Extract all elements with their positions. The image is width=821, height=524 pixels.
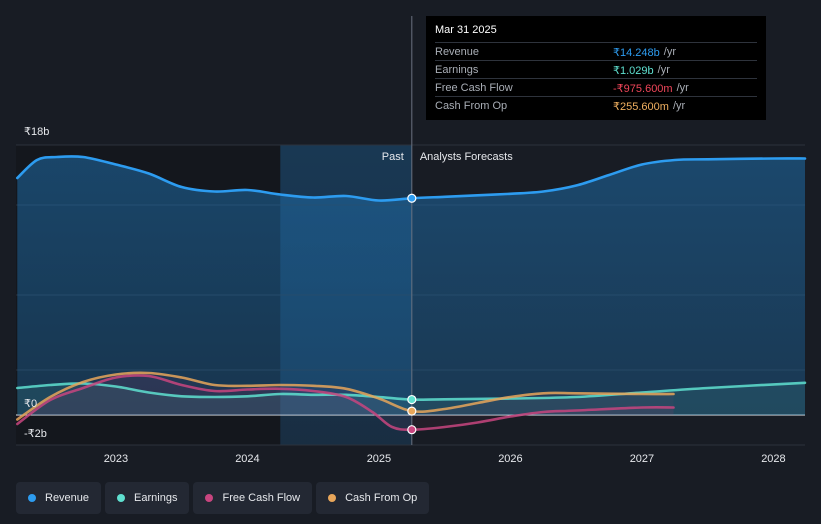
x-tick-label: 2024 xyxy=(235,453,259,465)
legend-label: Cash From Op xyxy=(345,492,418,504)
past-label: Past xyxy=(382,151,404,163)
tooltip-value: ₹14.248b xyxy=(613,46,660,59)
x-tick-label: 2023 xyxy=(104,453,128,465)
tooltip-label: Earnings xyxy=(435,64,479,76)
legend-item-cash-from-op[interactable]: Cash From Op xyxy=(316,482,430,514)
series-lines xyxy=(16,155,807,432)
tooltip-unit: /yr xyxy=(676,82,689,94)
y-tick-label: -₹2b xyxy=(24,428,47,440)
cash-from-op-line xyxy=(16,371,675,421)
tooltip-value: ₹1.029b xyxy=(613,64,654,77)
legend-label: Revenue xyxy=(45,492,90,504)
tooltip-unit: /yr xyxy=(672,100,686,112)
tooltip-value: -₹975.600m xyxy=(613,82,673,95)
legend-label: Earnings xyxy=(134,492,178,504)
legend-item-earnings[interactable]: Earnings xyxy=(105,482,190,514)
revenue-line xyxy=(16,155,807,202)
free-cash-flow-today-point xyxy=(407,425,417,435)
revenue-dot-icon xyxy=(28,494,36,502)
legend-item-free-cash-flow[interactable]: Free Cash Flow xyxy=(193,482,313,514)
x-tick-label: 2028 xyxy=(761,453,785,465)
tooltip-rows: Revenue ₹14.248b /yr Earnings ₹1.029b /y… xyxy=(435,42,757,114)
earnings-today-point xyxy=(407,394,417,405)
tooltip-row-earnings: Earnings ₹1.029b /yr xyxy=(435,60,757,78)
tooltip-unit: /yr xyxy=(657,64,670,76)
tooltip: Mar 31 2025 Revenue ₹14.248b /yr Earning… xyxy=(426,16,766,120)
cash-from-op-dot-icon xyxy=(328,494,337,502)
tooltip-value: ₹255.600m xyxy=(613,100,669,113)
tooltip-label: Revenue xyxy=(435,46,480,58)
legend: Revenue Earnings Free Cash Flow Cash Fro… xyxy=(16,482,430,514)
y-tick-label: ₹0 xyxy=(24,398,37,410)
tooltip-label: Cash From Op xyxy=(435,100,508,112)
x-tick-label: 2026 xyxy=(498,453,522,465)
tooltip-unit: /yr xyxy=(663,46,676,58)
earnings-line xyxy=(16,381,807,401)
free-cash-flow-line xyxy=(16,374,675,432)
free-cash-flow-dot-icon xyxy=(205,494,214,502)
tooltip-label: Free Cash Flow xyxy=(435,82,513,94)
x-axis-ticks: 2023 2024 2025 2026 2027 2028 xyxy=(104,453,786,465)
cash-from-op-today-point xyxy=(407,406,417,416)
tooltip-row-revenue: Revenue ₹14.248b /yr xyxy=(435,42,757,60)
earnings-dot-icon xyxy=(117,494,126,502)
y-axis-ticks: ₹18b ₹0 -₹2b xyxy=(24,126,49,440)
earnings-area xyxy=(17,382,806,415)
tooltip-row-fcf: Free Cash Flow -₹975.600m /yr xyxy=(435,78,757,96)
tooltip-date: Mar 31 2025 xyxy=(435,24,497,36)
revenue-area xyxy=(17,156,806,416)
y-tick-label: ₹18b xyxy=(24,126,49,138)
legend-label: Free Cash Flow xyxy=(222,492,301,504)
series-areas xyxy=(17,156,806,430)
today-points xyxy=(407,193,417,435)
legend-item-revenue[interactable]: Revenue xyxy=(16,482,102,514)
forecast-label: Analysts Forecasts xyxy=(420,151,513,163)
x-tick-label: 2025 xyxy=(367,453,391,465)
tooltip-row-cfo: Cash From Op ₹255.600m /yr xyxy=(435,96,757,114)
revenue-today-point xyxy=(407,193,417,203)
x-tick-label: 2027 xyxy=(630,453,654,465)
